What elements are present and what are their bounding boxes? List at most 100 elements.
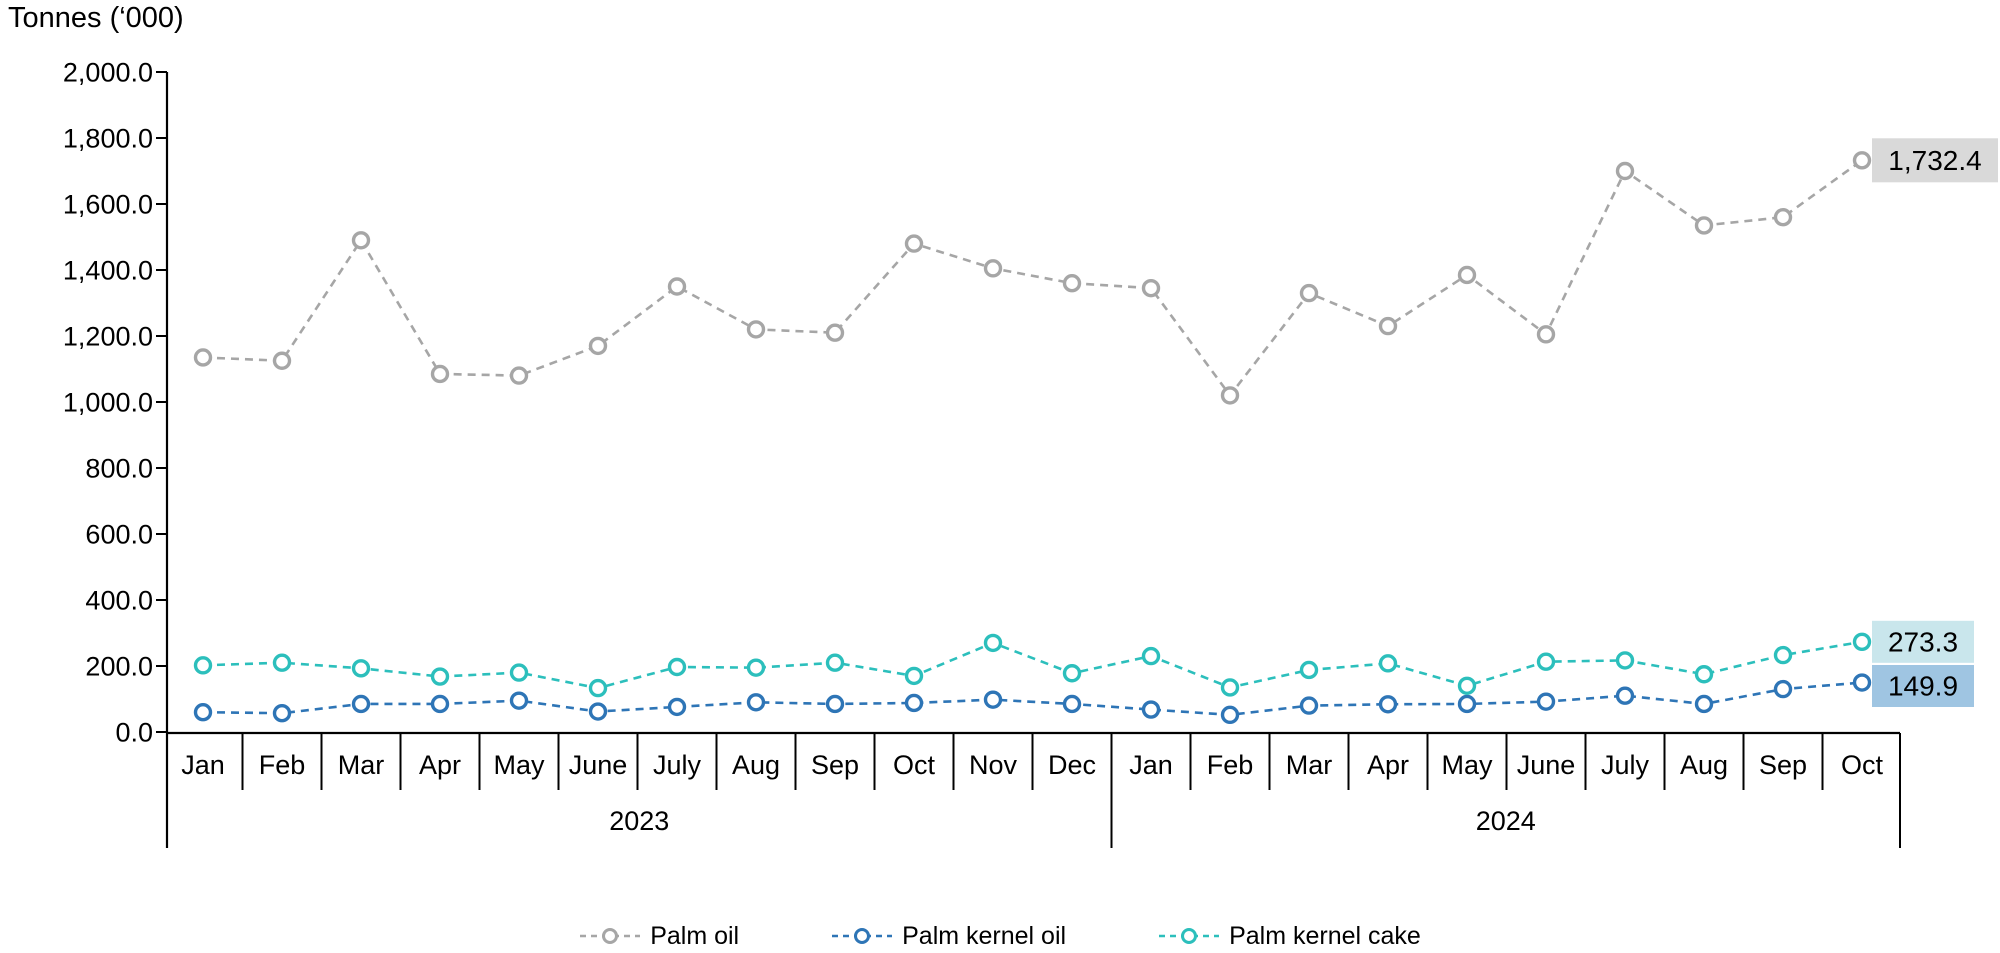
end-label-bg-palm-kernel-cake xyxy=(1872,620,1974,663)
data-point-palm-kernel-oil-1 xyxy=(272,703,292,723)
series-palm-kernel-cake xyxy=(193,632,1872,698)
x-axis-month-label: Apr xyxy=(419,750,461,780)
legend-circle-palm-oil xyxy=(602,928,619,944)
x-axis: Jan Feb Mar Apr May June July Aug Sep Oct Nov Dec Ja… xyxy=(167,731,1901,848)
data-point-palm-kernel-cake-19 xyxy=(1694,665,1714,684)
data-point-palm-kernel-oil-10 xyxy=(983,690,1003,709)
data-point-palm-kernel-oil-21 xyxy=(1852,673,1872,692)
y-axis-tick-label: 0.0 xyxy=(115,718,153,748)
data-point-palm-kernel-cake-21 xyxy=(1852,632,1872,652)
legend-label-palm-kernel-oil: Palm kernel oil xyxy=(902,921,1067,950)
legend-marker-palm-kernel-cake xyxy=(1159,928,1220,944)
x-axis-month-label: Mar xyxy=(1286,750,1333,780)
x-axis-month-label: May xyxy=(493,750,545,780)
y-axis: 2,000.0 1,800.0 1,600.0 1,400.0 1,200.0 1,000… xyxy=(63,58,169,848)
x-axis-month-label: Apr xyxy=(1367,750,1409,780)
data-point-palm-oil-1 xyxy=(272,351,292,370)
x-axis-month-label: Jan xyxy=(1129,750,1173,780)
data-point-palm-oil-11 xyxy=(1062,274,1082,293)
x-axis-month-label: Aug xyxy=(1680,750,1728,780)
y-axis-tick-label: 1,200.0 xyxy=(63,322,153,352)
data-point-palm-kernel-oil-14 xyxy=(1299,696,1319,715)
data-point-palm-kernel-cake-0 xyxy=(193,656,213,675)
data-point-palm-kernel-cake-18 xyxy=(1615,651,1635,670)
data-point-palm-oil-18 xyxy=(1615,161,1635,181)
data-point-palm-oil-21 xyxy=(1852,151,1872,170)
data-point-palm-kernel-cake-6 xyxy=(667,657,687,677)
data-point-palm-oil-9 xyxy=(904,234,924,253)
data-point-palm-oil-10 xyxy=(983,259,1003,278)
end-label-bg-palm-oil xyxy=(1872,138,1998,183)
data-point-palm-kernel-oil-6 xyxy=(667,697,687,717)
series-line-palm-oil xyxy=(202,159,1863,398)
end-label-bg-palm-kernel-oil xyxy=(1872,665,1974,707)
data-point-palm-kernel-oil-8 xyxy=(825,694,845,714)
data-point-palm-kernel-oil-4 xyxy=(509,691,529,710)
x-axis-month-label: June xyxy=(569,750,628,780)
data-point-palm-kernel-oil-16 xyxy=(1457,694,1477,714)
data-point-palm-kernel-cake-14 xyxy=(1299,660,1319,680)
x-axis-year-label: 2024 xyxy=(1476,806,1536,836)
data-point-palm-kernel-cake-13 xyxy=(1220,678,1240,697)
series-palm-kernel-oil xyxy=(193,673,1872,725)
data-point-palm-kernel-oil-18 xyxy=(1615,686,1635,705)
y-axis-tick-label: 1,600.0 xyxy=(63,190,153,220)
data-point-palm-kernel-cake-16 xyxy=(1457,676,1477,695)
data-point-palm-kernel-oil-11 xyxy=(1062,694,1082,714)
data-point-palm-kernel-oil-19 xyxy=(1694,694,1714,714)
data-point-palm-kernel-oil-13 xyxy=(1220,705,1240,725)
data-point-palm-kernel-oil-9 xyxy=(904,693,924,713)
x-axis-month-label: Nov xyxy=(969,750,1018,780)
y-axis-tick-label: 600.0 xyxy=(85,520,153,550)
legend-label-palm-kernel-cake: Palm kernel cake xyxy=(1229,921,1421,950)
data-point-palm-kernel-cake-2 xyxy=(351,659,371,678)
x-axis-month-label: Feb xyxy=(259,750,306,780)
x-axis-month-label: Mar xyxy=(338,750,385,780)
legend-item-palm-kernel-oil: Palm kernel oil xyxy=(831,922,1066,951)
end-label-palm-kernel-oil: 149.9 xyxy=(1872,665,1974,707)
end-label-text-palm-kernel-oil: 149.9 xyxy=(1888,671,1958,702)
legend-circle-palm-kernel-cake xyxy=(1181,928,1198,944)
x-axis-month-label: June xyxy=(1517,750,1576,780)
data-point-palm-kernel-oil-20 xyxy=(1773,679,1793,699)
data-point-palm-oil-4 xyxy=(509,366,529,385)
data-point-palm-oil-13 xyxy=(1220,386,1240,405)
data-point-palm-kernel-oil-5 xyxy=(588,702,608,721)
data-point-palm-oil-3 xyxy=(430,364,450,384)
series-line-palm-kernel-cake xyxy=(202,640,1863,690)
legend-circle-palm-kernel-oil xyxy=(854,928,871,944)
y-axis-tick-label: 2,000.0 xyxy=(63,58,153,88)
data-point-palm-kernel-cake-11 xyxy=(1062,664,1082,683)
data-point-palm-kernel-oil-3 xyxy=(430,694,450,714)
data-point-palm-oil-15 xyxy=(1378,316,1398,336)
y-axis-tick-label: 1,800.0 xyxy=(63,124,153,154)
data-point-palm-kernel-cake-4 xyxy=(509,663,529,682)
data-point-palm-oil-6 xyxy=(667,277,687,296)
data-point-palm-oil-7 xyxy=(746,320,766,339)
series-line-palm-kernel-oil xyxy=(202,681,1863,717)
data-point-palm-kernel-cake-7 xyxy=(746,658,766,677)
data-point-palm-kernel-cake-1 xyxy=(272,653,292,672)
data-point-palm-oil-17 xyxy=(1536,325,1556,344)
data-point-palm-oil-20 xyxy=(1773,207,1793,227)
data-point-palm-oil-12 xyxy=(1141,278,1161,298)
x-axis-month-label: Sep xyxy=(1759,750,1807,780)
x-axis-month-label: Aug xyxy=(732,750,780,780)
x-axis-month-label: July xyxy=(653,750,702,780)
data-point-palm-kernel-cake-8 xyxy=(825,653,845,672)
y-axis-tick-label: 1,000.0 xyxy=(63,388,153,418)
data-point-palm-kernel-cake-12 xyxy=(1141,646,1161,666)
series-palm-oil xyxy=(193,151,1872,405)
y-axis-tick-label: 200.0 xyxy=(85,652,153,682)
x-axis-year-label: 2023 xyxy=(609,806,669,836)
data-point-palm-kernel-cake-20 xyxy=(1773,645,1793,665)
x-axis-month-label: Feb xyxy=(1207,750,1254,780)
end-label-text-palm-kernel-cake: 273.3 xyxy=(1888,626,1958,657)
legend-marker-palm-kernel-oil xyxy=(832,928,893,944)
data-point-palm-oil-5 xyxy=(588,336,608,356)
data-point-palm-oil-0 xyxy=(193,348,213,367)
data-point-palm-kernel-oil-7 xyxy=(746,693,766,712)
end-label-palm-kernel-cake: 273.3 xyxy=(1872,620,1974,663)
data-point-palm-kernel-cake-5 xyxy=(588,678,608,698)
